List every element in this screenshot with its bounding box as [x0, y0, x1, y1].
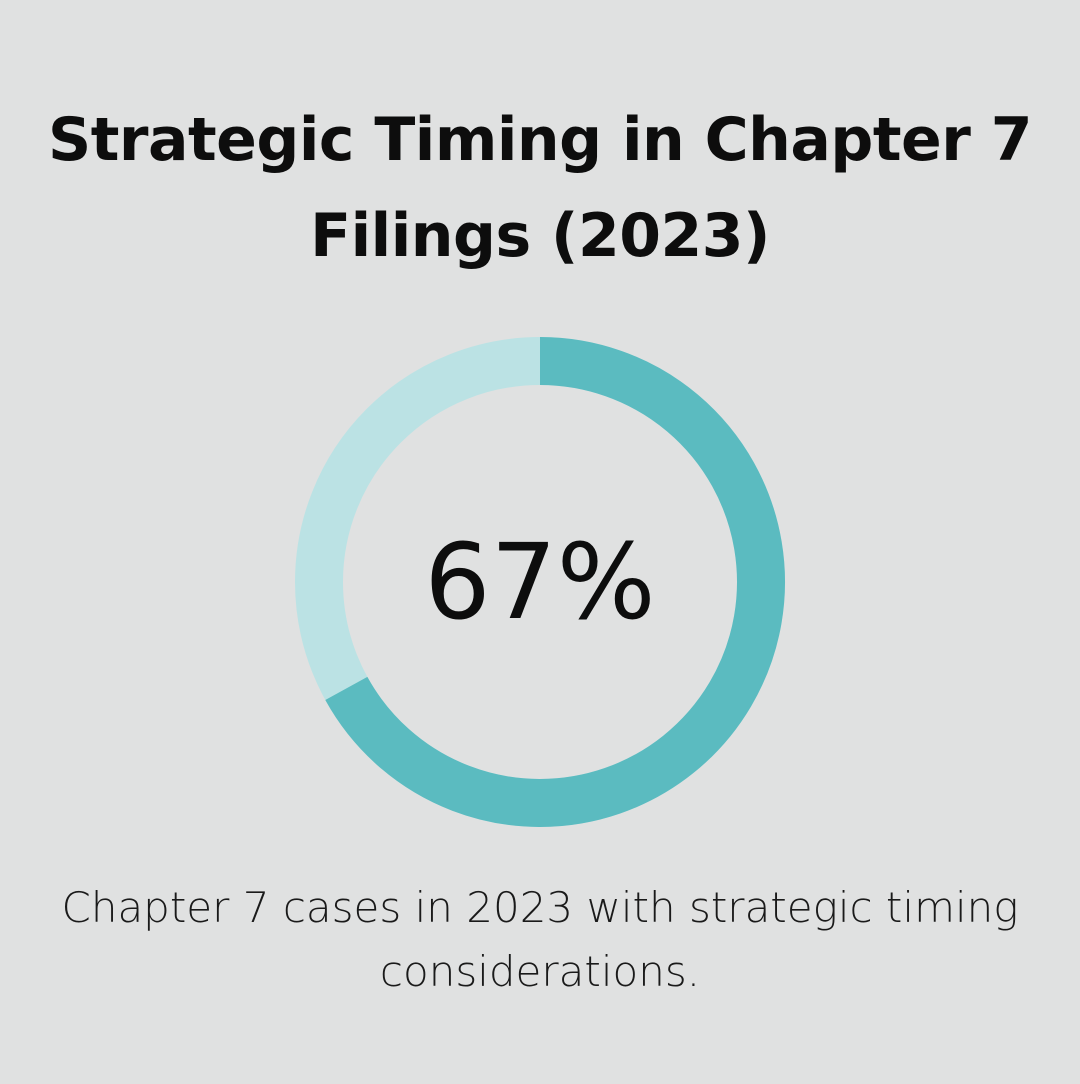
chart-caption: Chapter 7 cases in 2023 with strategic t…: [61, 883, 1019, 996]
donut-value-arc: [325, 337, 785, 827]
donut-svg: 67%: [295, 337, 785, 827]
donut-center-value: 67%: [424, 521, 655, 643]
donut-chart: 67%: [290, 332, 790, 832]
chart-title: Strategic Timing in Chapter 7 Filings (2…: [48, 105, 1032, 271]
